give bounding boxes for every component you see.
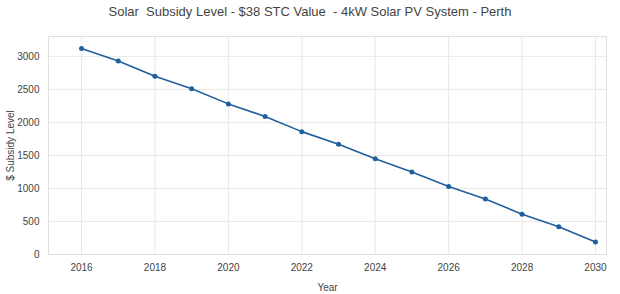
svg-text:0: 0: [34, 249, 40, 260]
svg-text:2016: 2016: [70, 262, 93, 273]
svg-text:2026: 2026: [438, 262, 461, 273]
svg-text:2018: 2018: [144, 262, 167, 273]
html-text:Solar Subsidy Level - $38 STC: Solar Subsidy Level - $38 STC Value - 4k…: [108, 4, 512, 19]
svg-text:2022: 2022: [291, 262, 314, 273]
svg-text:Year: Year: [317, 282, 338, 293]
svg-text:2020: 2020: [217, 262, 240, 273]
svg-text:2024: 2024: [364, 262, 387, 273]
svg-text:1000: 1000: [17, 183, 40, 194]
svg-text:2000: 2000: [17, 117, 40, 128]
svg-text:500: 500: [23, 216, 40, 227]
svg-text:3000: 3000: [17, 51, 40, 62]
svg-text:2030: 2030: [584, 262, 607, 273]
svg-text:2028: 2028: [511, 262, 534, 273]
svg-text:$ Subsidy Level: $ Subsidy Level: [5, 110, 16, 181]
svg-text:2500: 2500: [17, 84, 40, 95]
svg-text:1500: 1500: [17, 150, 40, 161]
